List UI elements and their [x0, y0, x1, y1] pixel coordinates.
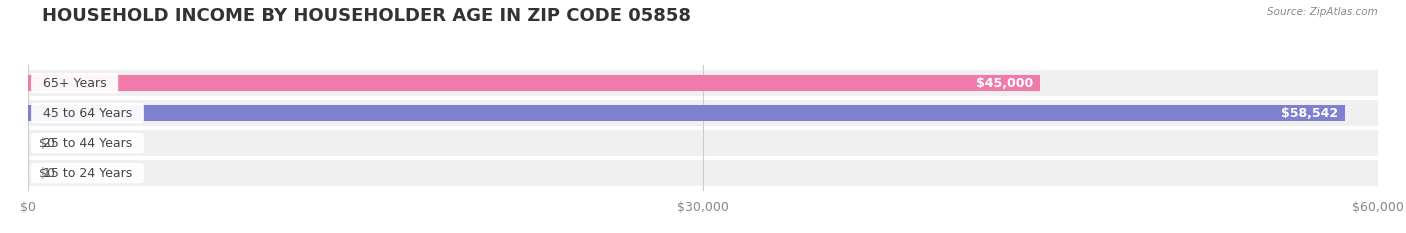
- Bar: [28, 105, 1346, 121]
- Text: 15 to 24 Years: 15 to 24 Years: [35, 167, 141, 180]
- Text: HOUSEHOLD INCOME BY HOUSEHOLDER AGE IN ZIP CODE 05858: HOUSEHOLD INCOME BY HOUSEHOLDER AGE IN Z…: [42, 7, 692, 25]
- Text: $0: $0: [39, 137, 55, 150]
- Text: $58,542: $58,542: [1281, 107, 1339, 120]
- Bar: [28, 160, 1378, 186]
- Bar: [28, 75, 1040, 92]
- Bar: [28, 70, 1378, 96]
- Text: Source: ZipAtlas.com: Source: ZipAtlas.com: [1267, 7, 1378, 17]
- Text: 65+ Years: 65+ Years: [35, 77, 114, 90]
- Bar: [28, 130, 1378, 156]
- Text: 45 to 64 Years: 45 to 64 Years: [35, 107, 141, 120]
- Text: $45,000: $45,000: [976, 77, 1033, 90]
- Text: 25 to 44 Years: 25 to 44 Years: [35, 137, 141, 150]
- Bar: [28, 100, 1378, 126]
- Text: $0: $0: [39, 167, 55, 180]
